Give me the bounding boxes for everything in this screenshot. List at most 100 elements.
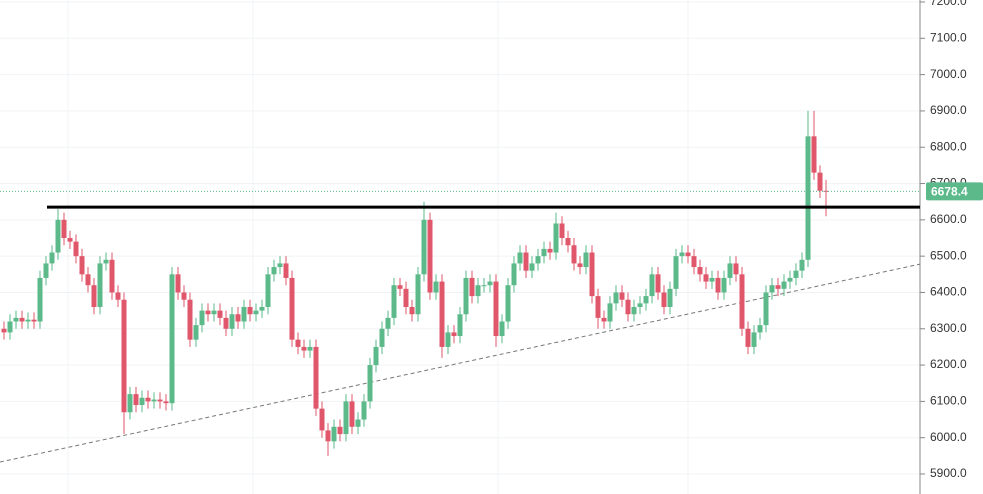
- candle-body: [493, 281, 499, 337]
- candle-body: [703, 274, 709, 282]
- y-tick-label: 6300.0: [930, 321, 967, 335]
- candle-body: [157, 399, 163, 402]
- candle-body: [463, 277, 469, 315]
- candle-body: [133, 394, 139, 406]
- candle-body: [553, 223, 559, 253]
- candle-body: [589, 252, 595, 297]
- candle-body: [769, 285, 775, 293]
- candle-body: [583, 252, 589, 268]
- candle-body: [139, 397, 145, 406]
- candle-body: [319, 408, 325, 431]
- candle-body: [277, 263, 283, 268]
- candle-body: [793, 270, 799, 278]
- candle-body: [403, 288, 409, 307]
- candle-body: [649, 274, 655, 297]
- candle-body: [409, 306, 415, 315]
- candle-body: [301, 346, 307, 351]
- candle-body: [775, 285, 781, 289]
- y-tick-label: 6100.0: [930, 394, 967, 408]
- candle-body: [811, 136, 817, 173]
- candle-body: [223, 317, 229, 329]
- candle-body: [205, 310, 211, 315]
- y-tick-label: 6900.0: [930, 103, 967, 117]
- candle-body: [643, 296, 649, 304]
- candle-body: [253, 310, 259, 315]
- candle-body: [127, 394, 133, 413]
- candle-body: [187, 299, 193, 340]
- candle-body: [745, 328, 751, 347]
- candle-body: [265, 274, 271, 307]
- y-tick-label: 6800.0: [930, 139, 967, 153]
- candle-body: [415, 274, 421, 315]
- candle-body: [541, 248, 547, 257]
- candle-body: [547, 248, 553, 253]
- candle-body: [565, 238, 571, 246]
- candle-body: [241, 306, 247, 322]
- last-price-box: [926, 182, 983, 201]
- y-tick-label: 7200.0: [930, 0, 967, 8]
- candle-body: [625, 299, 631, 315]
- candle-body: [103, 259, 109, 264]
- y-tick-label: 6000.0: [930, 430, 967, 444]
- candle-body: [523, 252, 529, 271]
- candle-body: [733, 263, 739, 275]
- candle-body: [637, 303, 643, 307]
- candle-body: [235, 314, 241, 322]
- candle-body: [577, 263, 583, 268]
- y-tick-label: 5900.0: [930, 466, 967, 480]
- y-tick-label: 7100.0: [930, 30, 967, 44]
- candle-body: [97, 263, 103, 307]
- last-price-label: 6678.4: [931, 185, 968, 199]
- candle-body: [685, 252, 691, 257]
- candle-body: [115, 292, 121, 300]
- candle-body: [25, 319, 31, 322]
- candle-body: [247, 306, 253, 315]
- candle-body: [739, 274, 745, 329]
- candle-body: [781, 281, 787, 289]
- y-tick-label: 6600.0: [930, 212, 967, 226]
- candle-body: [421, 219, 427, 275]
- candle-body: [217, 310, 223, 318]
- candle-body: [451, 332, 457, 337]
- candle-body: [751, 332, 757, 347]
- candle-body: [379, 328, 385, 347]
- candle-body: [607, 303, 613, 322]
- candle-body: [229, 314, 235, 329]
- candle-body: [199, 310, 205, 326]
- candle-body: [55, 219, 61, 253]
- candle-body: [181, 292, 187, 300]
- candle-body: [715, 277, 721, 293]
- candle-body: [19, 317, 25, 322]
- candle-body: [211, 310, 217, 315]
- candle-body: [349, 401, 355, 427]
- candle-body: [307, 346, 313, 351]
- candle-body: [289, 277, 295, 340]
- candle-body: [259, 306, 265, 311]
- candle-body: [271, 267, 277, 275]
- candle-body: [445, 332, 451, 347]
- candle-body: [37, 277, 43, 322]
- candle-body: [73, 241, 79, 257]
- candle-body: [673, 256, 679, 289]
- candle-body: [499, 321, 505, 337]
- candle-body: [43, 263, 49, 278]
- candle-body: [661, 292, 667, 307]
- candle-body: [601, 317, 607, 322]
- y-tick-label: 6400.0: [930, 285, 967, 299]
- y-tick-label: 6500.0: [930, 248, 967, 262]
- candle-body: [163, 401, 169, 404]
- candle-body: [343, 401, 349, 435]
- candle-body: [397, 285, 403, 289]
- candle-body: [505, 285, 511, 322]
- candle-body: [175, 274, 181, 293]
- candle-body: [817, 172, 823, 191]
- candle-body: [439, 281, 445, 347]
- candle-body: [49, 252, 55, 264]
- candle-body: [391, 285, 397, 318]
- candle-body: [655, 274, 661, 293]
- candle-body: [571, 245, 577, 264]
- candle-body: [67, 238, 73, 242]
- candle-body: [13, 317, 19, 322]
- candle-body: [763, 292, 769, 326]
